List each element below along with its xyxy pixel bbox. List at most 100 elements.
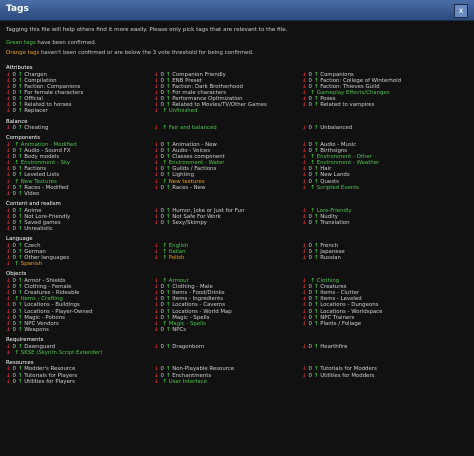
vote-down-icon[interactable]: ↓ — [154, 219, 159, 226]
vote-up-icon[interactable]: ↑ — [162, 248, 168, 255]
tag-label[interactable]: Unfinished — [167, 108, 198, 115]
tag-label[interactable]: Tutorials for Players — [22, 372, 78, 379]
vote-down-icon[interactable]: ↓ — [302, 277, 307, 284]
vote-up-icon[interactable]: ↑ — [165, 372, 171, 379]
vote-down-icon[interactable]: ↓ — [6, 166, 11, 173]
vote-up-icon[interactable]: ↑ — [165, 83, 171, 90]
vote-down-icon[interactable]: ↓ — [154, 343, 159, 350]
tag-label[interactable]: Lighting — [170, 172, 195, 179]
vote-up-icon[interactable]: ↑ — [17, 248, 23, 255]
tag-label[interactable]: Quests — [318, 178, 339, 185]
vote-up-icon[interactable]: ↑ — [14, 160, 20, 167]
vote-up-icon[interactable]: ↑ — [17, 172, 23, 179]
vote-up-icon[interactable]: ↑ — [162, 254, 168, 261]
vote-down-icon[interactable]: ↓ — [6, 290, 11, 297]
vote-up-icon[interactable]: ↑ — [165, 96, 171, 103]
tag-label[interactable]: New Textures — [19, 178, 57, 185]
vote-up-icon[interactable]: ↑ — [165, 89, 171, 96]
tag-label[interactable]: Faction: Thieves Guild — [318, 83, 380, 90]
vote-down-icon[interactable]: ↓ — [302, 219, 307, 226]
vote-up-icon[interactable]: ↑ — [165, 326, 171, 333]
tag-label[interactable]: Magic - Spells — [167, 320, 206, 327]
vote-down-icon[interactable]: ↓ — [6, 125, 11, 132]
vote-up-icon[interactable]: ↑ — [313, 172, 319, 179]
vote-down-icon[interactable]: ↓ — [154, 320, 159, 327]
tag-label[interactable]: French — [318, 242, 339, 249]
tag-label[interactable]: Official — [22, 96, 43, 103]
vote-up-icon[interactable]: ↑ — [310, 207, 316, 214]
vote-up-icon[interactable]: ↑ — [313, 141, 319, 148]
vote-down-icon[interactable]: ↓ — [154, 178, 159, 185]
vote-down-icon[interactable]: ↓ — [154, 125, 159, 132]
vote-up-icon[interactable]: ↑ — [17, 184, 23, 191]
vote-down-icon[interactable]: ↓ — [6, 248, 11, 255]
tag-label[interactable]: NPCs — [170, 326, 187, 333]
vote-up-icon[interactable]: ↑ — [313, 71, 319, 78]
vote-up-icon[interactable]: ↑ — [165, 77, 171, 84]
vote-up-icon[interactable]: ↑ — [313, 248, 319, 255]
tag-label[interactable]: Unbalanced — [318, 125, 353, 132]
vote-down-icon[interactable]: ↓ — [302, 184, 307, 191]
vote-up-icon[interactable]: ↑ — [165, 71, 171, 78]
tag-label[interactable]: Sexy/Skimpy — [170, 219, 207, 226]
vote-down-icon[interactable]: ↓ — [6, 77, 11, 84]
tag-label[interactable]: Faction: Dark Brotherhood — [170, 83, 243, 90]
vote-up-icon[interactable]: ↑ — [17, 125, 23, 132]
tag-label[interactable]: Enchantments — [170, 372, 212, 379]
vote-down-icon[interactable]: ↓ — [6, 89, 11, 96]
tag-label[interactable]: Armor - Shields — [22, 277, 66, 284]
vote-down-icon[interactable]: ↓ — [302, 343, 307, 350]
vote-down-icon[interactable]: ↓ — [6, 254, 11, 261]
tag-label[interactable]: Creatures — [318, 283, 347, 290]
tag-label[interactable]: Items - Food/Drinks — [170, 290, 225, 297]
vote-down-icon[interactable]: ↓ — [302, 141, 307, 148]
vote-up-icon[interactable]: ↑ — [165, 184, 171, 191]
vote-down-icon[interactable]: ↓ — [6, 102, 11, 109]
vote-down-icon[interactable]: ↓ — [6, 320, 11, 327]
vote-up-icon[interactable]: ↑ — [310, 184, 316, 191]
vote-down-icon[interactable]: ↓ — [6, 302, 11, 309]
tag-label[interactable]: Related to Movies/TV/Other Games — [170, 102, 267, 109]
vote-up-icon[interactable]: ↑ — [313, 77, 319, 84]
vote-down-icon[interactable]: ↓ — [6, 372, 11, 379]
vote-down-icon[interactable]: ↓ — [6, 154, 11, 160]
vote-up-icon[interactable]: ↑ — [17, 226, 23, 232]
vote-up-icon[interactable]: ↑ — [165, 296, 171, 303]
vote-down-icon[interactable]: ↓ — [302, 178, 307, 185]
tag-label[interactable]: English — [167, 242, 189, 249]
tag-label[interactable]: Hair — [318, 166, 332, 173]
vote-up-icon[interactable]: ↑ — [162, 242, 168, 249]
tag-label[interactable]: Hearthfire — [318, 343, 348, 350]
vote-down-icon[interactable]: ↓ — [154, 102, 159, 109]
tag-label[interactable]: Companions — [318, 71, 354, 78]
tag-label[interactable]: Utilities for Modders — [318, 372, 375, 379]
vote-down-icon[interactable]: ↓ — [154, 83, 159, 90]
vote-down-icon[interactable]: ↓ — [302, 290, 307, 297]
vote-up-icon[interactable]: ↑ — [17, 108, 23, 115]
vote-down-icon[interactable]: ↓ — [302, 147, 307, 154]
vote-down-icon[interactable]: ↓ — [154, 207, 159, 214]
vote-up-icon[interactable]: ↑ — [14, 141, 20, 148]
tag-label[interactable]: Saved games — [22, 219, 61, 226]
vote-down-icon[interactable]: ↓ — [302, 372, 307, 379]
tag-label[interactable]: Related to vampires — [318, 102, 375, 109]
vote-down-icon[interactable]: ↓ — [154, 314, 159, 321]
vote-down-icon[interactable]: ↓ — [154, 184, 159, 191]
tag-label[interactable]: Animation - New — [170, 141, 217, 148]
tag-label[interactable]: Other languages — [22, 254, 70, 261]
tag-label[interactable]: Clothing - Male — [170, 283, 213, 290]
vote-up-icon[interactable]: ↑ — [162, 320, 168, 327]
vote-up-icon[interactable]: ↑ — [313, 314, 319, 321]
tag-label[interactable]: Scripted Events — [315, 184, 360, 191]
vote-up-icon[interactable]: ↑ — [17, 290, 23, 297]
vote-down-icon[interactable]: ↓ — [302, 71, 307, 78]
vote-up-icon[interactable]: ↑ — [14, 349, 20, 356]
vote-up-icon[interactable]: ↑ — [313, 302, 319, 309]
vote-up-icon[interactable]: ↑ — [17, 147, 23, 154]
vote-down-icon[interactable]: ↓ — [6, 219, 11, 226]
vote-up-icon[interactable]: ↑ — [165, 366, 171, 373]
vote-up-icon[interactable]: ↑ — [165, 314, 171, 321]
vote-down-icon[interactable]: ↓ — [154, 296, 159, 303]
vote-down-icon[interactable]: ↓ — [6, 296, 11, 303]
vote-up-icon[interactable]: ↑ — [162, 160, 168, 167]
